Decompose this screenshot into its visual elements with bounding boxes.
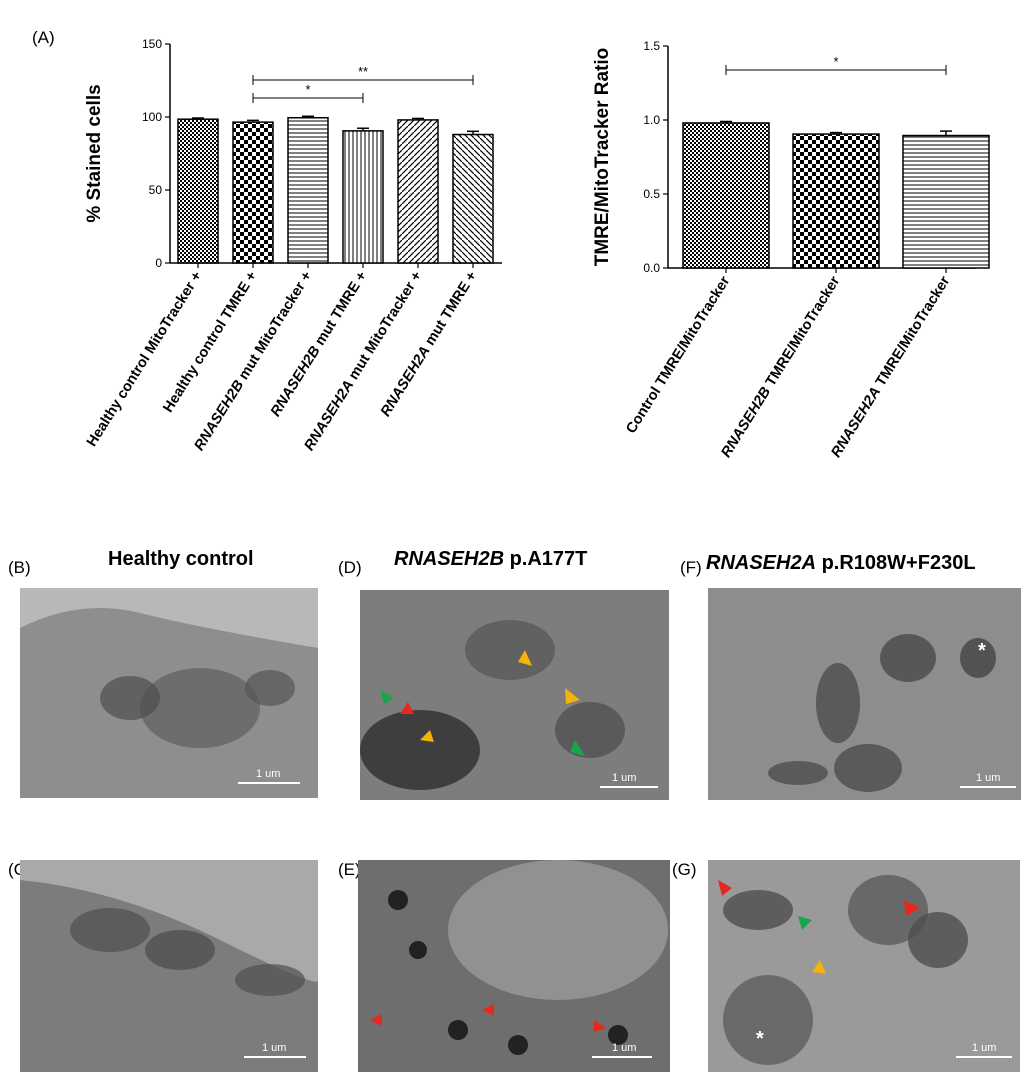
arrow-red-d1 — [400, 702, 414, 714]
bar — [177, 118, 219, 264]
asterisk-g: * — [756, 1028, 764, 1050]
category-label: RNASEH2B mut TMRE + — [268, 269, 371, 420]
y-tick-label: 1.5 — [643, 39, 660, 53]
bar — [397, 119, 439, 264]
em-title-rnaseh2a-variant: p.R108W+F230L — [816, 552, 976, 574]
arrow-red-e2 — [482, 1004, 494, 1016]
category-label: RNASEH2A mut MitoTracker + — [301, 269, 425, 454]
em-texture-c — [20, 860, 318, 1072]
em-image-g: * 1 um — [708, 860, 1020, 1072]
significance-label: * — [833, 54, 838, 69]
arrow-green-d1 — [380, 690, 394, 704]
arrow-red-e3 — [594, 1020, 606, 1032]
arrow-yellow-d1 — [518, 650, 532, 666]
em-title-healthy-control: Healthy control — [108, 548, 254, 571]
tmre-ratio-chart: 0.0 0.5 1.0 1.5 TMRE/MitoTracker Ratio Contro… — [592, 39, 990, 460]
em-image-b: 1 um — [20, 588, 318, 798]
significance-label: * — [305, 82, 310, 97]
em-texture-f — [708, 588, 1021, 800]
scale-label-b: 1 um — [256, 768, 281, 780]
em-image-c: 1 um — [20, 860, 318, 1072]
em-image-e: 1 um — [358, 860, 670, 1072]
arrow-red-g1 — [718, 880, 732, 896]
y-axis-label: TMRE/MitoTracker Ratio — [592, 48, 613, 267]
panel-label-e: (E) — [338, 860, 361, 879]
em-title-healthy-text: Healthy control — [108, 548, 254, 570]
category-label: RNASEH2B mut MitoTracker + — [191, 269, 315, 454]
y-tick-label: 1.0 — [643, 113, 660, 127]
arrow-yellow-d2 — [565, 688, 580, 704]
arrow-yellow-d3 — [420, 730, 434, 742]
panel-label-g: (G) — [672, 860, 697, 879]
bar — [342, 130, 384, 264]
bar — [792, 133, 880, 269]
em-image-d: 1 um — [360, 590, 669, 800]
scale-label-d: 1 um — [612, 772, 637, 784]
scale-label-f: 1 um — [976, 772, 1001, 784]
y-axis-label: % Stained cells — [84, 84, 105, 222]
em-texture-g — [708, 860, 1020, 1072]
scale-bar-f — [960, 786, 1016, 788]
y-tick-label: 0.5 — [643, 187, 660, 201]
scale-label-g: 1 um — [972, 1042, 997, 1054]
scale-bar-d — [600, 786, 658, 788]
em-texture-b — [20, 588, 318, 798]
arrow-green-d2 — [570, 740, 585, 756]
significance-label: ** — [358, 64, 368, 79]
y-tick-label: 0 — [155, 256, 162, 270]
em-title-rnaseh2b: RNASEH2B p.A177T — [394, 548, 587, 571]
arrow-red-e1 — [370, 1014, 382, 1026]
em-title-rnaseh2b-gene: RNASEH2B — [394, 548, 505, 570]
scale-bar-g — [956, 1056, 1012, 1058]
bar — [232, 121, 274, 264]
y-tick-label: 0.0 — [643, 261, 660, 275]
panel-label-f: (F) — [680, 558, 702, 577]
category-label: RNASEH2B TMRE/MitoTracker — [718, 273, 843, 460]
em-texture-e — [358, 860, 670, 1072]
category-label: RNASEH2A mut TMRE + — [378, 269, 481, 420]
y-tick-label: 100 — [142, 110, 162, 124]
bar — [682, 122, 770, 269]
em-image-f: * 1 um — [708, 588, 1021, 800]
bar — [452, 133, 494, 264]
arrow-yellow-g1 — [812, 960, 826, 974]
em-title-rnaseh2b-variant: p.A177T — [504, 548, 588, 570]
arrow-red-g2 — [904, 900, 920, 916]
scale-label-e: 1 um — [612, 1042, 637, 1054]
stained-cells-chart: 0 50 100 150 % Stained cells Healthy control … — [84, 37, 502, 454]
scale-label-c: 1 um — [262, 1042, 287, 1054]
bar — [902, 134, 990, 269]
em-title-rnaseh2a: RNASEH2A p.R108W+F230L — [706, 552, 976, 575]
panel-label-a: (A) — [32, 28, 55, 47]
bar — [287, 116, 329, 264]
scale-bar-c — [244, 1056, 306, 1058]
em-texture-d — [360, 590, 669, 800]
asterisk-f: * — [978, 640, 986, 662]
y-tick-label: 150 — [142, 37, 162, 51]
panel-label-b: (B) — [8, 558, 31, 577]
category-label: Control TMRE/MitoTracker — [623, 273, 733, 436]
arrow-green-g1 — [798, 916, 812, 930]
category-label: Healthy control TMRE + — [160, 269, 260, 416]
y-tick-label: 50 — [149, 183, 163, 197]
category-label: RNASEH2A TMRE/MitoTracker — [828, 273, 953, 460]
scale-bar-b — [238, 782, 300, 784]
em-title-rnaseh2a-gene: RNASEH2A — [706, 552, 817, 574]
scale-bar-e — [592, 1056, 652, 1058]
category-label: Healthy control MitoTracker + — [84, 269, 205, 450]
panel-label-d: (D) — [338, 558, 362, 577]
